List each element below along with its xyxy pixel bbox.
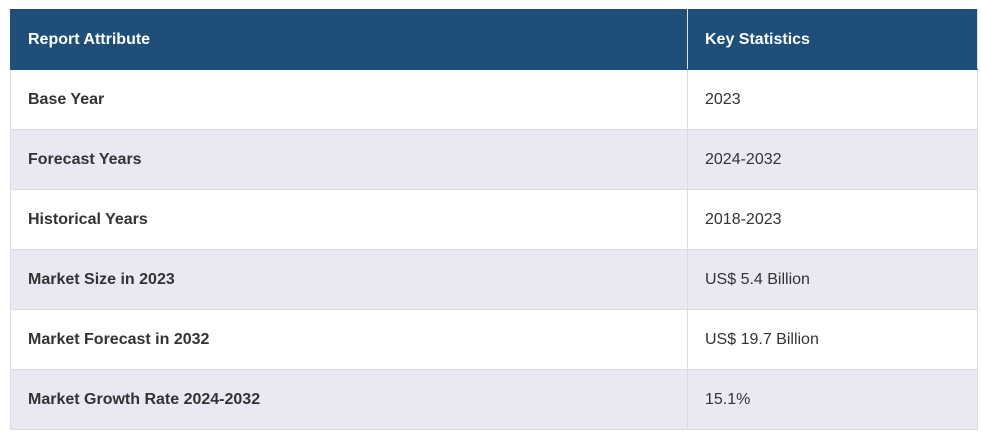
header-cell: Key Statistics: [687, 9, 978, 70]
value-cell: 2024-2032: [687, 129, 978, 190]
attribute-cell: Market Size in 2023: [10, 249, 688, 310]
header-row: Report Attribute Key Statistics: [10, 9, 978, 70]
attribute-cell: Market Growth Rate 2024-2032: [10, 369, 688, 430]
value-cell: US$ 5.4 Billion: [687, 249, 978, 310]
attribute-cell: Base Year: [10, 69, 688, 130]
value-cell: 15.1%: [687, 369, 978, 430]
value-cell: US$ 19.7 Billion: [687, 309, 978, 370]
attribute-cell: Historical Years: [10, 189, 688, 250]
table-row: Historical Years 2018-2023: [10, 189, 978, 250]
table-row: Market Forecast in 2032 US$ 19.7 Billion: [10, 309, 978, 370]
attribute-cell: Forecast Years: [10, 129, 688, 190]
table-row: Market Size in 2023 US$ 5.4 Billion: [10, 249, 978, 310]
value-cell: 2023: [687, 69, 978, 130]
header-cell: Report Attribute: [10, 9, 688, 70]
table-row: Forecast Years 2024-2032: [10, 129, 978, 190]
table-row: Market Growth Rate 2024-2032 15.1%: [10, 369, 978, 430]
value-cell: 2018-2023: [687, 189, 978, 250]
attribute-cell: Market Forecast in 2032: [10, 309, 688, 370]
report-table: Report Attribute Key Statistics Base Year…: [10, 9, 978, 430]
table-row: Base Year 2023: [10, 69, 978, 130]
